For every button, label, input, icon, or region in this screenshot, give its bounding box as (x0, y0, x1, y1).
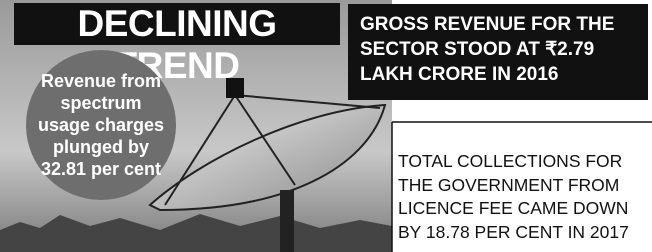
text-line: LAKH CRORE IN 2016 (360, 62, 648, 87)
text-line: TOTAL COLLECTIONS FOR (398, 150, 629, 174)
infographic: DECLINING TREND Revenue fromspectrumusag… (0, 0, 652, 252)
text-line: spectrum (26, 92, 176, 114)
text-line: Revenue from (26, 70, 176, 92)
text-line: GROSS REVENUE FOR THE (360, 12, 648, 37)
text-line: BY 18.78 PER CENT IN 2017 (398, 221, 629, 245)
text-line: THE GOVERNMENT FROM (398, 174, 629, 198)
text-line: plunged by (26, 136, 176, 158)
title: DECLINING TREND (14, 3, 340, 45)
text-line: usage charges (26, 114, 176, 136)
text-line: SECTOR STOOD AT ₹2.79 (360, 37, 648, 62)
text-line: 32.81 per cent (26, 158, 176, 180)
text-line: LICENCE FEE CAME DOWN (398, 197, 629, 221)
